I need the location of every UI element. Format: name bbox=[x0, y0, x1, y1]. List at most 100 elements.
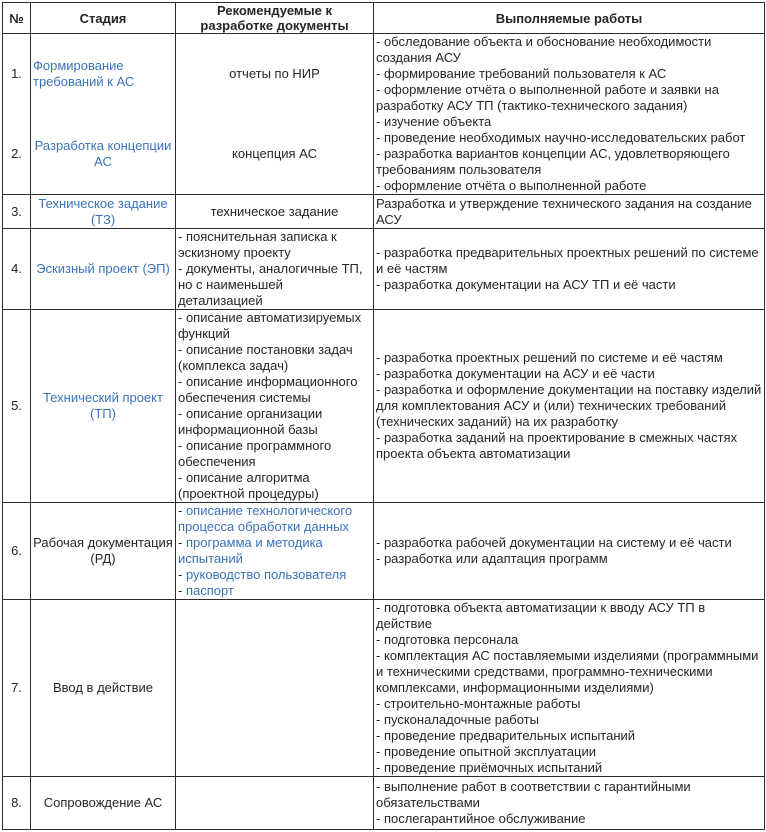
row-7-stage-cell: Ввод в действие bbox=[30, 599, 176, 777]
rows-1-2-works-cell: - обследование объекта и обоснование нео… bbox=[373, 33, 765, 195]
work-item-text: разработка и оформление документации на … bbox=[376, 382, 762, 429]
row-8-docs-cell bbox=[175, 776, 374, 830]
work-item-text: обследование объекта и обоснование необх… bbox=[376, 34, 712, 66]
doc-item: - описание автоматизируемых функций bbox=[178, 310, 371, 343]
doc-link-text[interactable]: паспорт bbox=[185, 583, 234, 598]
work-item: - выполнение работ в соответствии с гара… bbox=[376, 779, 762, 811]
work-item: - подготовка объекта автоматизации к вво… bbox=[376, 600, 762, 633]
work-item-text: подготовка персонала bbox=[383, 632, 519, 647]
bullet-dash: - bbox=[376, 551, 384, 566]
row-4-works-cell: - разработка предварительных проектных р… bbox=[373, 228, 765, 310]
bullet-dash: - bbox=[376, 779, 384, 794]
doc-link: - руководство пользователя bbox=[178, 567, 371, 583]
bullet-dash: - bbox=[178, 229, 186, 245]
row-7-docs-cell bbox=[175, 599, 374, 777]
bullet-dash: - bbox=[376, 350, 384, 365]
row-8-number-cell: 8. bbox=[2, 776, 31, 830]
bullet-dash: - bbox=[376, 82, 384, 97]
col-header-number: № bbox=[2, 2, 31, 34]
work-item: - проведение предварительных испытаний bbox=[376, 728, 762, 744]
row-3-stage-cell: Техническое задание (ТЗ) bbox=[30, 194, 176, 229]
row-6-stage-cell: Рабочая документация (РД) bbox=[30, 502, 176, 600]
stage-link-tz[interactable]: Техническое задание (ТЗ) bbox=[38, 195, 168, 227]
doc-link-text[interactable]: описание технологического процесса обраб… bbox=[178, 503, 353, 535]
doc-link: - описание технологического процесса обр… bbox=[178, 503, 371, 536]
row-1-number-cell: 1. bbox=[2, 33, 31, 114]
col-header-stage: Стадия bbox=[30, 2, 176, 34]
table-row-3: 3. Техническое задание (ТЗ) техническое … bbox=[2, 194, 765, 229]
row-7-number-cell: 7. bbox=[2, 599, 31, 777]
work-item: - разработка и оформление документации н… bbox=[376, 382, 762, 430]
work-item-text: разработка или адаптация программ bbox=[383, 551, 608, 566]
table-row-6: 6. Рабочая документация (РД) - описание … bbox=[2, 502, 765, 600]
work-item: - оформление отчёта о выполненной работе… bbox=[376, 82, 762, 114]
work-item: - разработка заданий на проектирование в… bbox=[376, 430, 762, 462]
doc-item-text: пояснительная записка к эскизному проект… bbox=[178, 229, 337, 261]
work-item: - комплектация АС поставляемыми изделиям… bbox=[376, 648, 762, 696]
doc-link-text[interactable]: руководство пользователя bbox=[185, 567, 347, 582]
work-item: - разработка проектных решений по систем… bbox=[376, 350, 762, 366]
work-item: - строительно-монтажные работы bbox=[376, 696, 762, 712]
row-1-docs-cell: отчеты по НИР bbox=[175, 33, 374, 114]
row-4-number-cell: 4. bbox=[2, 228, 31, 310]
bullet-dash: - bbox=[178, 374, 186, 389]
bullet-dash: - bbox=[178, 567, 186, 582]
bullet-dash: - bbox=[376, 382, 384, 397]
table-row-4: 4. Эскизный проект (ЭП) - пояснительная … bbox=[2, 228, 765, 310]
row-3-works-cell: Разработка и утверждение технического за… bbox=[373, 194, 765, 229]
work-item: - разработка вариантов концепции АС, удо… bbox=[376, 146, 762, 178]
doc-item-text: описание программного обеспечения bbox=[178, 438, 332, 469]
row-5-docs-cell: - описание автоматизируемых функций - опи… bbox=[175, 309, 374, 503]
work-item-text: проведение приёмочных испытаний bbox=[383, 760, 603, 775]
work-item: - пусконаладочные работы bbox=[376, 712, 762, 728]
bullet-dash: - bbox=[178, 438, 186, 453]
row-6-works-cell: - разработка рабочей документации на сис… bbox=[373, 502, 765, 600]
work-item-text: строительно-монтажные работы bbox=[383, 696, 581, 711]
doc-item: - описание информационного обеспечения с… bbox=[178, 374, 371, 406]
bullet-dash: - bbox=[178, 503, 186, 519]
header-row: № Стадия Рекомендуемые к разработке доку… bbox=[2, 2, 765, 34]
table-row-1: 1. Формирование требований к АС отчеты п… bbox=[2, 33, 765, 195]
stage-link-ep[interactable]: Эскизный проект (ЭП) bbox=[36, 261, 170, 276]
work-item-text: послегарантийное обслуживание bbox=[383, 811, 586, 826]
bullet-dash: - bbox=[376, 245, 384, 260]
doc-item-text: описание организации информационной базы bbox=[178, 406, 323, 437]
doc-item-text: документы, аналогичные ТП, но с наименьш… bbox=[178, 261, 363, 308]
doc-item: - описание программного обеспечения bbox=[178, 438, 371, 470]
doc-item: - описание алгоритма (проектной процедур… bbox=[178, 470, 371, 502]
work-item: - проведение приёмочных испытаний bbox=[376, 760, 762, 776]
bullet-dash: - bbox=[376, 712, 384, 727]
table-row-2: 2. Разработка концепции АС концепция АС bbox=[2, 114, 765, 195]
bullet-dash: - bbox=[376, 114, 384, 129]
stage-link-tp[interactable]: Технический проект (ТП) bbox=[43, 390, 163, 421]
table-row-7: 7. Ввод в действие - подготовка объекта … bbox=[2, 599, 765, 777]
bullet-dash: - bbox=[178, 535, 186, 550]
work-item-text: оформление отчёта о выполненной работе bbox=[383, 178, 647, 193]
work-item: - разработка документации на АСУ ТП и её… bbox=[376, 277, 762, 293]
doc-link-text[interactable]: программа и методика испытаний bbox=[178, 535, 323, 566]
bullet-dash: - bbox=[178, 406, 186, 421]
row-8-stage-cell: Сопровождение АС bbox=[30, 776, 176, 830]
bullet-dash: - bbox=[376, 366, 384, 381]
work-item: - разработка рабочей документации на сис… bbox=[376, 535, 762, 551]
bullet-dash: - bbox=[376, 146, 384, 161]
row-3-number-cell: 3. bbox=[2, 194, 31, 229]
row-4-stage-cell: Эскизный проект (ЭП) bbox=[30, 228, 176, 310]
stage-link-formirovanie[interactable]: Формирование требований к АС bbox=[33, 58, 135, 89]
work-item: - разработка предварительных проектных р… bbox=[376, 245, 762, 277]
bullet-dash: - bbox=[376, 811, 384, 826]
bullet-dash: - bbox=[178, 310, 186, 326]
work-item: - разработка или адаптация программ bbox=[376, 551, 762, 567]
row-2-stage-cell: Разработка концепции АС bbox=[30, 114, 176, 195]
table-row-8: 8. Сопровождение АС - выполнение работ в… bbox=[2, 776, 765, 830]
bullet-dash: - bbox=[376, 728, 384, 743]
row-7-works-cell: - подготовка объекта автоматизации к вво… bbox=[373, 599, 765, 777]
bullet-dash: - bbox=[376, 760, 384, 775]
work-item: - обследование объекта и обоснование нео… bbox=[376, 34, 762, 67]
bullet-dash: - bbox=[376, 600, 384, 616]
doc-item: - документы, аналогичные ТП, но с наимен… bbox=[178, 261, 371, 309]
work-item: - проведение опытной эксплуатации bbox=[376, 744, 762, 760]
bullet-dash: - bbox=[376, 535, 384, 550]
work-item: - разработка документации на АСУ и её ча… bbox=[376, 366, 762, 382]
stage-link-koncepcia[interactable]: Разработка концепции АС bbox=[34, 138, 172, 169]
